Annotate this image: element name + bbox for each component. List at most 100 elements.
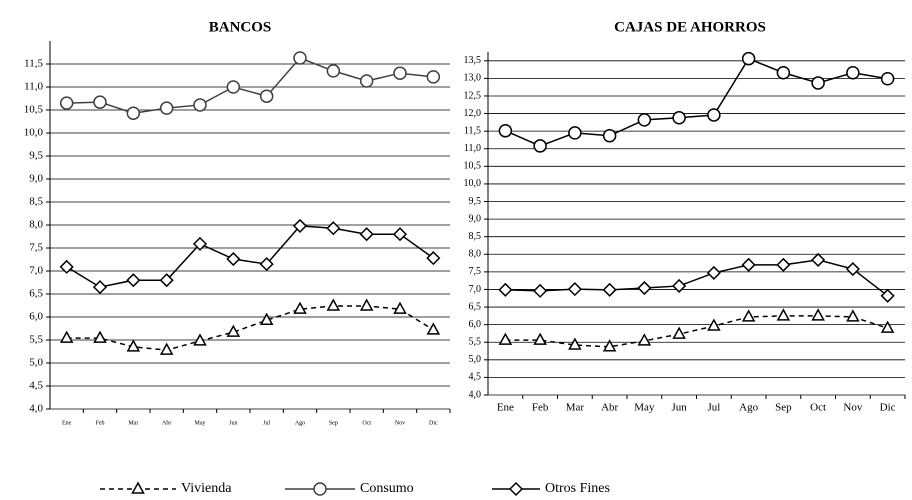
- marker: [741, 309, 756, 322]
- legend-label: Vivienda: [181, 481, 232, 496]
- y-tick-label: 9,5: [29, 150, 43, 162]
- legend-marker: [131, 481, 145, 494]
- y-tick-label: 11,0: [464, 143, 481, 154]
- x-tick-label: Sep: [775, 402, 792, 414]
- x-tick-label: Abr: [601, 402, 618, 414]
- marker: [359, 298, 374, 311]
- y-tick-label: 6,5: [29, 288, 43, 300]
- x-tick-label: Ago: [295, 420, 305, 426]
- marker: [93, 95, 107, 109]
- marker: [637, 333, 652, 346]
- y-tick-label: 9,0: [29, 173, 43, 185]
- marker: [811, 252, 826, 267]
- x-tick-label: May: [195, 420, 206, 426]
- legend-marker: [508, 481, 524, 497]
- marker: [776, 257, 791, 272]
- marker: [602, 128, 617, 143]
- y-tick-label: 5,0: [29, 357, 43, 369]
- marker: [498, 124, 513, 138]
- marker: [637, 280, 652, 296]
- y-tick-label: 9,0: [469, 213, 482, 224]
- marker: [393, 66, 407, 80]
- marker: [93, 330, 107, 343]
- x-tick-label: Dic: [880, 402, 896, 414]
- y-tick-label: 5,0: [469, 354, 482, 365]
- marker: [672, 326, 686, 339]
- marker: [293, 301, 307, 314]
- y-tick-label: 8,0: [469, 249, 482, 260]
- marker: [193, 98, 207, 112]
- marker: [880, 71, 895, 86]
- y-tick-label: 4,0: [469, 389, 482, 400]
- marker: [126, 106, 141, 120]
- y-tick-label: 6,0: [469, 319, 482, 330]
- y-tick-label: 8,5: [29, 196, 43, 208]
- marker: [259, 312, 274, 325]
- x-tick-label: Nov: [843, 402, 862, 414]
- marker: [59, 96, 74, 110]
- y-tick-label: 13,0: [464, 73, 482, 84]
- marker: [880, 288, 895, 303]
- marker: [741, 51, 756, 66]
- marker: [776, 66, 791, 80]
- x-tick-label: May: [634, 402, 655, 414]
- legend-label: Consumo: [360, 481, 414, 496]
- y-tick-label: 5,5: [29, 334, 43, 346]
- marker: [846, 66, 860, 80]
- y-tick-label: 10,0: [464, 178, 482, 189]
- marker: [293, 51, 307, 65]
- y-tick-label: 8,5: [469, 231, 482, 242]
- x-tick-label: Feb: [532, 402, 549, 414]
- marker: [126, 339, 141, 352]
- marker: [567, 282, 582, 297]
- x-tick-label: Feb: [96, 420, 105, 426]
- marker: [126, 273, 141, 288]
- x-tick-label: Mar: [128, 420, 138, 426]
- series-line: [505, 315, 888, 348]
- x-tick-label: Dic: [429, 420, 438, 426]
- series-line: [505, 259, 889, 297]
- marker: [846, 309, 860, 322]
- marker: [226, 80, 241, 94]
- y-tick-label: 9,5: [469, 196, 482, 207]
- y-tick-label: 7,0: [469, 284, 482, 295]
- marker: [193, 333, 207, 346]
- x-tick-label: Oct: [810, 402, 826, 414]
- marker: [637, 113, 652, 127]
- y-tick-label: 7,0: [29, 265, 43, 277]
- y-tick-label: 4,0: [29, 403, 43, 415]
- marker: [533, 283, 548, 298]
- y-tick-label: 5,5: [469, 337, 482, 348]
- series-line: [66, 225, 434, 288]
- marker: [359, 227, 374, 242]
- marker: [259, 257, 274, 272]
- legend-label: Otros Fines: [545, 481, 610, 496]
- marker: [533, 332, 547, 345]
- x-tick-label: Jun: [229, 420, 237, 426]
- marker: [426, 322, 441, 335]
- y-tick-label: 11,0: [24, 81, 43, 93]
- marker: [568, 337, 582, 350]
- marker: [811, 308, 825, 321]
- y-tick-label: 11,5: [464, 125, 481, 136]
- marker: [602, 282, 617, 297]
- y-tick-label: 10,5: [464, 161, 482, 172]
- marker: [706, 265, 721, 280]
- y-tick-label: 8,0: [29, 219, 43, 231]
- y-tick-label: 7,5: [469, 266, 482, 277]
- marker: [811, 76, 825, 90]
- marker: [426, 251, 441, 266]
- x-tick-label: Abr: [162, 420, 171, 426]
- marker: [498, 332, 513, 345]
- marker: [59, 330, 74, 343]
- chart-title: CAJAS DE AHORROS: [614, 19, 766, 35]
- x-tick-label: Ene: [62, 420, 72, 426]
- marker: [92, 280, 108, 295]
- marker: [672, 111, 686, 125]
- chart-title: BANCOS: [209, 19, 272, 35]
- y-tick-label: 13,5: [464, 55, 482, 66]
- marker: [326, 64, 341, 78]
- marker: [259, 89, 274, 103]
- y-tick-label: 4,5: [469, 372, 482, 383]
